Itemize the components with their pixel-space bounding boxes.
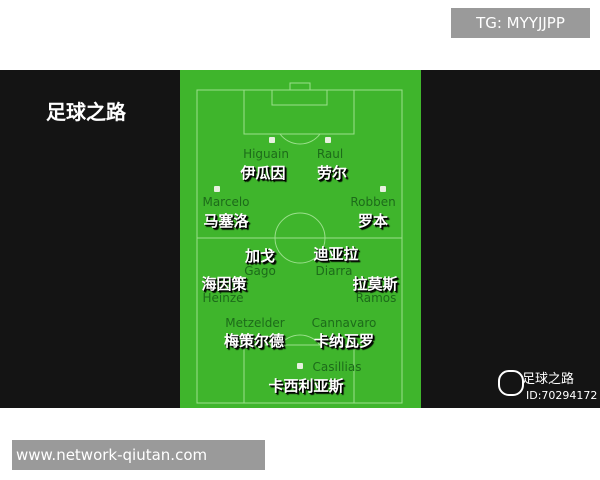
- player-en: Cannavaro: [311, 316, 377, 330]
- shirt-icon: [214, 186, 220, 192]
- player-en: Casillias: [312, 360, 362, 374]
- player-cn: 伊瓜因: [240, 164, 286, 182]
- player-cn: 梅策尔德: [223, 332, 285, 350]
- channel-title: 足球之路: [46, 100, 126, 124]
- player-en: Marcelo: [202, 195, 250, 209]
- player-cn: 罗本: [357, 212, 389, 230]
- player-cn: 迪亚拉: [313, 245, 359, 263]
- player-cn: 卡纳瓦罗: [313, 332, 375, 350]
- player-en: Raul: [316, 147, 344, 161]
- url-watermark: www.network-qiutan.com: [12, 440, 265, 470]
- account-id: ID:70294172: [526, 389, 598, 402]
- player-cn: 劳尔: [316, 164, 348, 182]
- wechat-icon: [498, 370, 524, 396]
- player-en: Metzelder: [225, 316, 285, 330]
- player-en: Gago: [244, 264, 276, 278]
- football-pitch: Higuain 伊瓜因 Raul 劳尔 Marcelo 马塞洛 Robben 罗…: [180, 70, 421, 408]
- player-cn: 加戈: [244, 247, 276, 265]
- player-cn: 海因策: [201, 275, 247, 293]
- player-en: Diarra: [315, 264, 353, 278]
- pitch-lines: [196, 82, 403, 404]
- shirt-icon: [269, 137, 275, 143]
- player-cn: 马塞洛: [203, 212, 249, 230]
- shirt-icon: [380, 186, 386, 192]
- player-en: Higuain: [243, 147, 289, 161]
- player-en: Robben: [350, 195, 396, 209]
- player-cn: 卡西利亚斯: [268, 377, 344, 395]
- account-name: 足球之路: [522, 372, 575, 387]
- shirt-icon: [297, 363, 303, 369]
- player-en: Ramos: [355, 291, 397, 305]
- player-en: Heinze: [202, 291, 244, 305]
- player-cn: 拉莫斯: [352, 275, 398, 293]
- shirt-icon: [325, 137, 331, 143]
- top-watermark: TG: MYYJJPP: [451, 8, 590, 38]
